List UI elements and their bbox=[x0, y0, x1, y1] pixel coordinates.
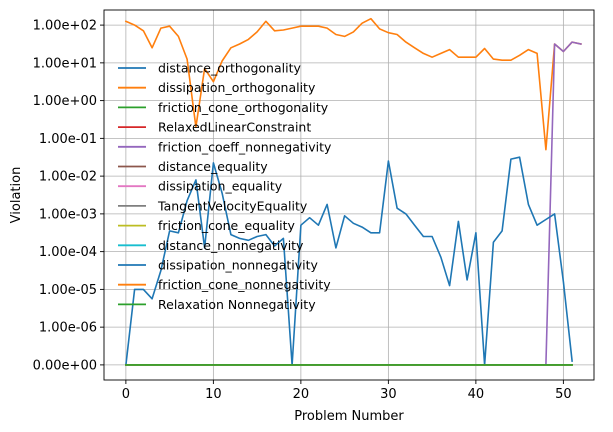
legend-label: RelaxedLinearConstraint bbox=[158, 120, 311, 135]
x-axis: 0 10 20 30 40 50 bbox=[122, 380, 572, 402]
legend-item: Relaxation Nonnegativity bbox=[118, 297, 316, 312]
legend-item: friction_cone_nonnegativity bbox=[118, 277, 331, 292]
y-tick-label: 1.00e-04 bbox=[39, 245, 97, 260]
legend-item: TangentVelocityEquality bbox=[118, 198, 308, 213]
series-layer bbox=[124, 17, 582, 366]
legend-label: friction_cone_orthogonality bbox=[158, 100, 329, 115]
y-tick-label: 1.00e+00 bbox=[33, 94, 97, 109]
y-tick-label: 1.00e-02 bbox=[39, 170, 97, 185]
legend-label: Relaxation Nonnegativity bbox=[158, 297, 316, 312]
legend-label: distance_nonnegativity bbox=[158, 238, 304, 253]
y-tick-label: 1.00e-05 bbox=[39, 283, 97, 298]
y-tick-label: 1.00e+02 bbox=[33, 19, 97, 34]
x-tick-label: 40 bbox=[468, 387, 485, 402]
legend-item: friction_cone_equality bbox=[118, 218, 296, 233]
x-tick-label: 20 bbox=[293, 387, 310, 402]
y-axis: 0.00e+00 1.00e-06 1.00e-05 1.00e-04 1.00e-03… bbox=[33, 19, 104, 373]
y-tick-label: 1.00e+01 bbox=[33, 56, 97, 71]
y-tick-label: 1.00e-01 bbox=[39, 132, 97, 147]
legend-label: dissipation_equality bbox=[158, 179, 283, 194]
series-line-dissipation-orthogonality bbox=[124, 17, 582, 151]
y-tick-label: 1.00e-06 bbox=[39, 321, 97, 336]
legend-item: distance_equality bbox=[118, 159, 268, 174]
legend-label: distance_equality bbox=[158, 159, 268, 174]
x-tick-label: 30 bbox=[380, 387, 397, 402]
legend: distance_orthogonality dissipation_orthog… bbox=[118, 61, 332, 312]
y-tick-label: 0.00e+00 bbox=[33, 358, 97, 373]
legend-item: distance_orthogonality bbox=[118, 61, 301, 76]
legend-label: distance_orthogonality bbox=[158, 61, 301, 76]
legend-item: dissipation_orthogonality bbox=[118, 80, 316, 95]
y-tick-label: 1.00e-03 bbox=[39, 207, 97, 222]
x-tick-label: 0 bbox=[122, 387, 130, 402]
legend-item: distance_nonnegativity bbox=[118, 238, 304, 253]
legend-item: dissipation_equality bbox=[118, 179, 283, 194]
legend-label: dissipation_nonnegativity bbox=[158, 258, 319, 273]
plot-area bbox=[104, 10, 594, 380]
x-tick-label: 10 bbox=[205, 387, 222, 402]
legend-item: friction_cone_orthogonality bbox=[118, 100, 329, 115]
legend-label: friction_cone_equality bbox=[158, 218, 296, 233]
y-axis-title: Violation bbox=[9, 167, 24, 224]
legend-label: dissipation_orthogonality bbox=[158, 80, 316, 95]
legend-item: RelaxedLinearConstraint bbox=[118, 120, 311, 135]
series-line-dissipation-nonnegativity bbox=[125, 156, 573, 366]
legend-label: friction_coeff_nonnegativity bbox=[158, 139, 332, 154]
x-tick-label: 50 bbox=[555, 387, 572, 402]
legend-label: friction_cone_nonnegativity bbox=[158, 277, 331, 292]
legend-label: TangentVelocityEquality bbox=[157, 198, 308, 213]
legend-item: friction_coeff_nonnegativity bbox=[118, 139, 332, 154]
legend-item: dissipation_nonnegativity bbox=[118, 258, 319, 273]
plot-frame bbox=[103, 9, 595, 381]
x-axis-title: Problem Number bbox=[294, 409, 404, 424]
